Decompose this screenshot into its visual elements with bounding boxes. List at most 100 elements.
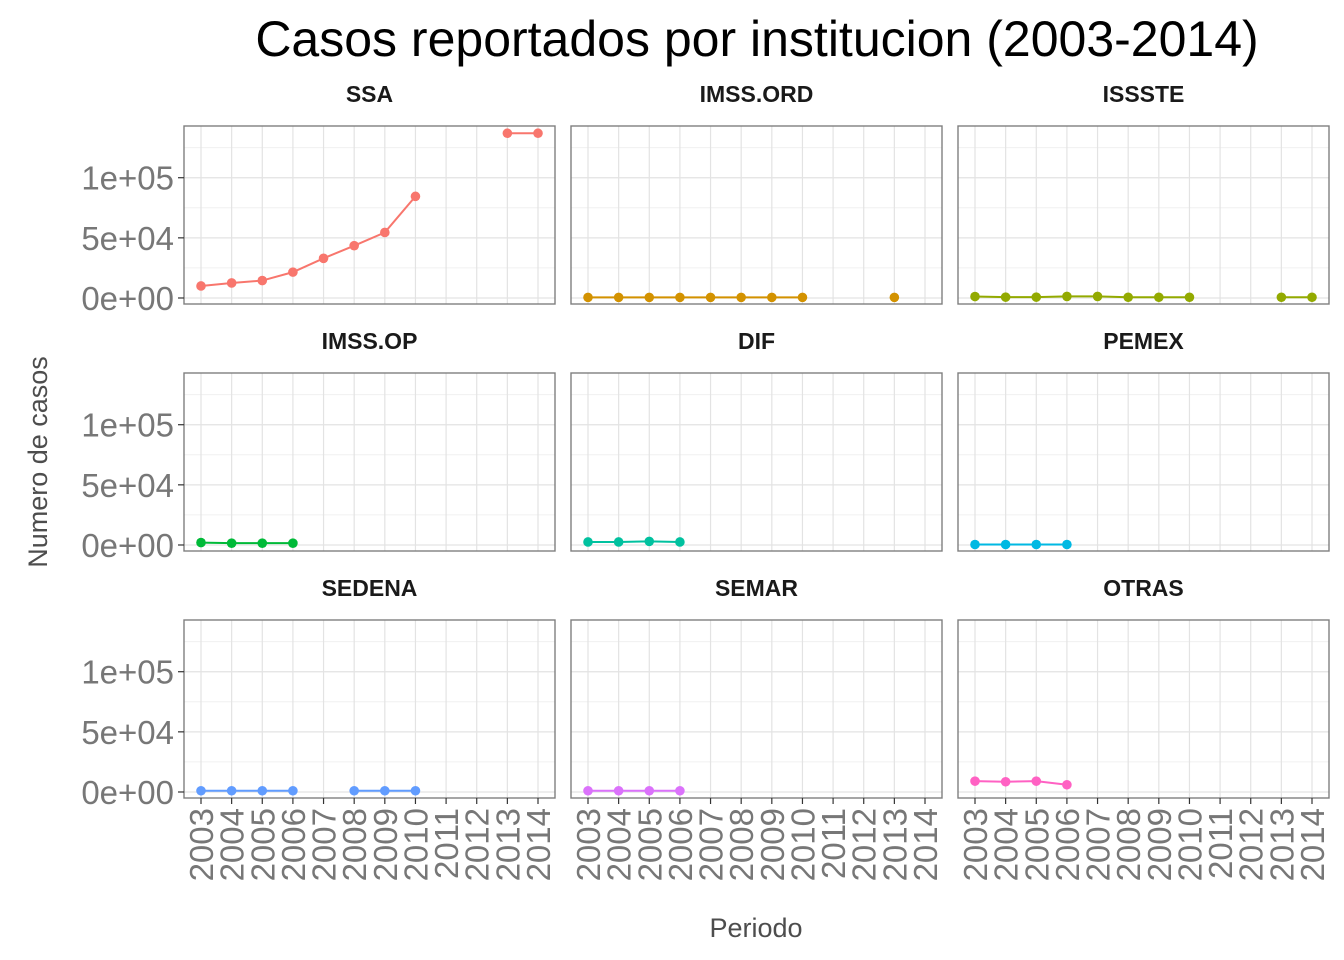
facet-panels: SSA 0e+00 5e+04 1e+05 IMSS.ORD ISSSTE IMSS.OP 0…: [81, 81, 1331, 881]
x-tick-label: 2010: [784, 808, 821, 881]
data-point: [349, 240, 359, 251]
data-point: [1154, 292, 1164, 303]
x-tick-label: 2011: [1202, 808, 1239, 879]
data-point: [675, 292, 685, 303]
x-tick-label: 2012: [459, 808, 496, 881]
x-tick-label: 2005: [1018, 808, 1055, 881]
y-tick-label: 5e+04: [81, 714, 174, 751]
data-point: [1062, 779, 1072, 790]
data-point: [226, 785, 237, 796]
data-point: [675, 785, 685, 796]
data-point: [1184, 292, 1195, 303]
data-point: [1031, 539, 1042, 550]
x-tick-label: 2003: [570, 808, 607, 881]
x-tick-label: 2006: [275, 808, 312, 881]
data-point: [644, 536, 655, 547]
x-tick-label: 2004: [214, 808, 251, 881]
panel-semar: SEMAR20032004200520062007200820092010201…: [570, 575, 944, 881]
panel-border: [570, 619, 943, 799]
x-tick-label: 2003: [957, 808, 994, 881]
data-point: [502, 128, 513, 139]
data-point: [257, 538, 268, 548]
data-point: [380, 785, 390, 796]
data-point: [196, 537, 206, 548]
data-point: [1000, 776, 1011, 787]
data-point: [613, 292, 624, 303]
x-tick-label: 2012: [846, 808, 883, 881]
data-point: [410, 785, 421, 796]
data-point: [1031, 292, 1042, 302]
panel-border: [570, 125, 943, 305]
x-tick-label: 2008: [336, 808, 373, 881]
data-point: [288, 538, 298, 548]
x-tick-label: 2012: [1233, 808, 1270, 881]
y-tick-label: 1e+05: [81, 407, 174, 444]
panel-label: PEMEX: [1103, 328, 1184, 354]
panel-border: [957, 619, 1330, 799]
panel-label: ISSSTE: [1103, 81, 1185, 107]
x-tick-label: 2004: [601, 808, 638, 881]
x-tick-label: 2009: [754, 808, 791, 881]
data-point: [380, 227, 390, 238]
y-tick-label: 0e+00: [81, 527, 174, 564]
series-line: [200, 541, 293, 545]
data-point: [1062, 539, 1072, 550]
data-point: [1123, 292, 1133, 303]
data-point: [675, 537, 685, 547]
x-tick-label: 2005: [244, 808, 281, 881]
panel-border: [957, 125, 1330, 305]
panel-label: DIF: [738, 328, 775, 354]
data-point: [196, 281, 206, 291]
panel-pemex: PEMEX: [957, 328, 1330, 552]
x-tick-label: 2011: [428, 808, 465, 879]
data-point: [583, 292, 593, 303]
panel-label: IMSS.OP: [322, 328, 418, 354]
data-point: [288, 785, 298, 796]
panel-label: SSA: [346, 81, 393, 107]
y-tick-label: 0e+00: [81, 774, 174, 811]
chart-title: Casos reportados por institucion (2003-2…: [255, 11, 1258, 67]
data-point: [889, 292, 900, 303]
y-axis-label: Numero de casos: [23, 356, 53, 568]
panel-label: SEMAR: [715, 575, 798, 601]
x-tick-label: 2007: [1080, 808, 1117, 881]
panel-imss-ord: IMSS.ORD: [570, 81, 943, 305]
x-tick-label: 2013: [876, 808, 913, 881]
data-point: [533, 128, 543, 139]
data-point: [970, 776, 980, 786]
panel-otras: OTRAS20032004200520062007200820092010201…: [957, 575, 1331, 881]
x-tick-label: 2007: [306, 808, 343, 881]
series-line: [588, 540, 680, 543]
data-point: [349, 785, 359, 796]
x-tick-label: 2005: [631, 808, 668, 881]
data-point: [767, 292, 777, 303]
x-tick-label: 2014: [1294, 808, 1331, 881]
data-point: [705, 292, 716, 303]
data-point: [583, 785, 593, 796]
x-tick-label: 2010: [397, 808, 434, 881]
x-tick-label: 2013: [489, 808, 526, 881]
y-tick-label: 1e+05: [81, 160, 174, 197]
panel-dif: DIF: [570, 328, 943, 552]
data-point: [736, 292, 746, 303]
x-tick-label: 2006: [1049, 808, 1086, 881]
x-tick-label: 2013: [1263, 808, 1300, 881]
data-point: [583, 537, 593, 547]
data-point: [226, 538, 237, 548]
x-tick-label: 2008: [1110, 808, 1147, 881]
data-point: [257, 785, 268, 796]
x-tick-label: 2007: [693, 808, 730, 881]
data-point: [613, 537, 624, 547]
x-axis-label: Periodo: [709, 913, 802, 943]
data-point: [1062, 291, 1072, 302]
data-point: [318, 253, 329, 264]
data-point: [797, 292, 808, 303]
data-point: [1307, 292, 1317, 303]
data-point: [410, 191, 421, 202]
data-point: [1000, 539, 1011, 550]
series-line: [974, 295, 1190, 299]
x-tick-label: 2009: [367, 808, 404, 881]
data-point: [644, 292, 655, 303]
panel-issste: ISSSTE: [957, 81, 1330, 305]
